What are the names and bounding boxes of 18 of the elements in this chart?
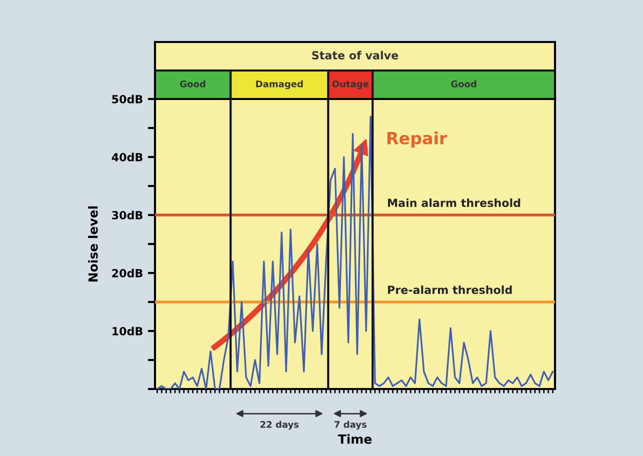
y-tick-label: 20dB [112,268,142,278]
ref-line-label: Pre-alarm threshold [388,285,512,294]
ref-line-label: Main alarm threshold [388,198,520,208]
series-label: Outage [332,80,369,90]
y-tick-label: 30dB [112,210,142,220]
series-label: Damaged [256,80,303,90]
y-axis-title: Noise level [88,206,98,282]
annotation: Repair [387,132,448,148]
x-axis-title: Time [338,434,372,444]
series-label: Good [451,80,476,88]
y-tick-label: 50dB [112,94,142,104]
series-label: Good [180,80,206,88]
y-tick-label: 40dB [112,152,142,162]
text: 22 days [260,420,299,430]
text: 7 days [334,420,366,430]
chart-title: State of valve [312,50,398,60]
line-series [156,116,554,389]
y-tick-label: 10dB [112,326,142,336]
